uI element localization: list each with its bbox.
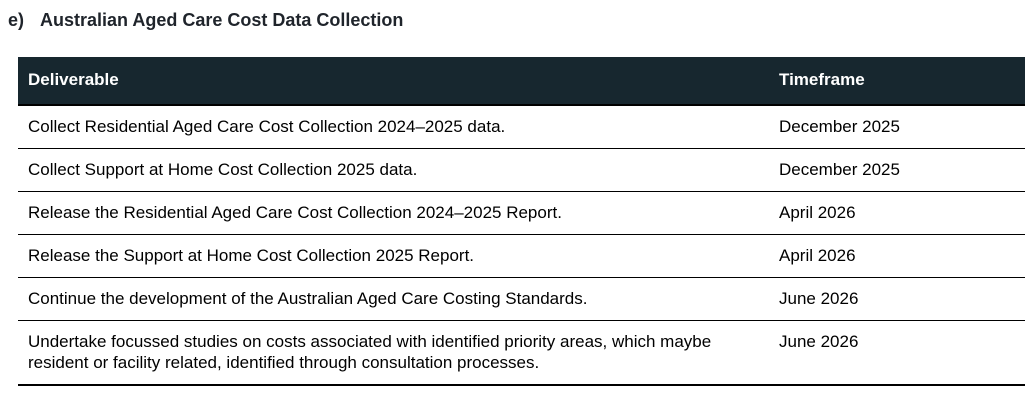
timeframe-cell: December 2025	[770, 148, 1025, 192]
deliverables-table: Deliverable Timeframe Collect Residentia…	[18, 57, 1025, 386]
table-header-row: Deliverable Timeframe	[18, 57, 1025, 106]
column-header-deliverable: Deliverable	[18, 57, 770, 106]
table-row: Release the Residential Aged Care Cost C…	[18, 191, 1025, 235]
section-heading-text: Australian Aged Care Cost Data Collectio…	[40, 10, 404, 30]
column-header-timeframe: Timeframe	[770, 57, 1025, 106]
timeframe-cell: June 2026	[770, 320, 1025, 386]
table-row: Continue the development of the Australi…	[18, 277, 1025, 321]
table-row: Collect Support at Home Cost Collection …	[18, 148, 1025, 192]
table-row: Collect Residential Aged Care Cost Colle…	[18, 105, 1025, 149]
table-row: Release the Support at Home Cost Collect…	[18, 234, 1025, 278]
timeframe-cell: April 2026	[770, 234, 1025, 278]
deliverable-cell: Continue the development of the Australi…	[18, 277, 770, 321]
table-row: Undertake focussed studies on costs asso…	[18, 320, 1025, 386]
deliverable-cell: Collect Residential Aged Care Cost Colle…	[18, 105, 770, 149]
deliverable-cell: Release the Support at Home Cost Collect…	[18, 234, 770, 278]
timeframe-cell: April 2026	[770, 191, 1025, 235]
deliverable-cell: Undertake focussed studies on costs asso…	[18, 320, 770, 386]
timeframe-cell: December 2025	[770, 105, 1025, 149]
timeframe-cell: June 2026	[770, 277, 1025, 321]
document-page: e) Australian Aged Care Cost Data Collec…	[0, 10, 1035, 386]
section-heading: e) Australian Aged Care Cost Data Collec…	[8, 10, 1035, 31]
deliverable-cell: Release the Residential Aged Care Cost C…	[18, 191, 770, 235]
section-heading-marker: e)	[8, 10, 25, 30]
deliverable-cell: Collect Support at Home Cost Collection …	[18, 148, 770, 192]
